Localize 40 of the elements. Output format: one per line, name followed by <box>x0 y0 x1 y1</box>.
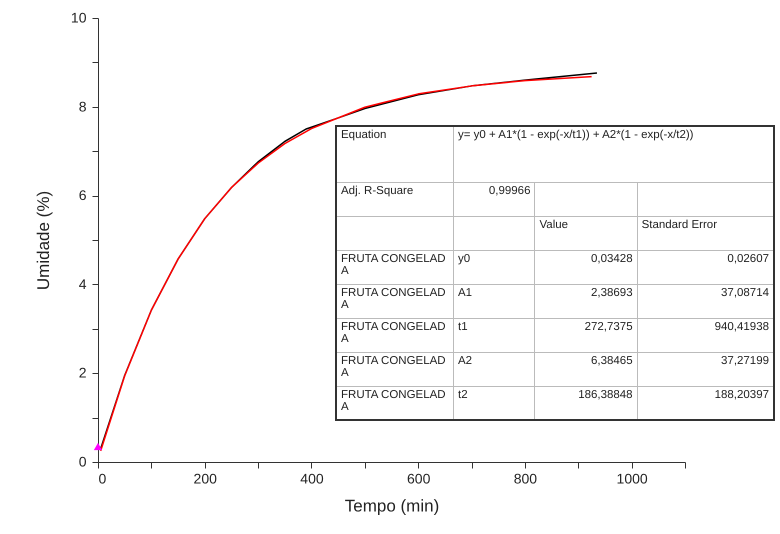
annotation: FRUTA CONGELADA <box>336 284 454 318</box>
text: 188,20397 <box>637 386 774 420</box>
annotation: 2,38693 <box>534 284 638 318</box>
annotation: FRUTA CONGELADA <box>336 250 454 284</box>
annotation: y0 <box>454 250 535 284</box>
annotation: A1 <box>454 284 535 318</box>
annotation: y= y0 + A1*(1 - exp(-x/t1)) + A2*(1 - exp(-x/t2)) <box>454 126 774 182</box>
annotation: 6,38465 <box>534 352 638 386</box>
annotation: 0,03428 <box>534 250 638 284</box>
annotation: 272,7375 <box>534 318 638 352</box>
x-tick-label: 200 <box>194 470 218 486</box>
y-tick-label: 10 <box>70 10 87 26</box>
text: 940,41938 <box>637 318 774 352</box>
annotation: FRUTA CONGELADA <box>336 352 454 386</box>
y-tick-label: 6 <box>78 187 87 204</box>
y-axis-title: Umidade (%) <box>34 190 53 290</box>
annotation: A2 <box>454 352 535 386</box>
annotation: Equation <box>336 126 454 182</box>
annotation: FRUTA CONGELADA <box>336 318 454 352</box>
annotation: Standard Error <box>637 216 774 250</box>
annotation: 0,99966 <box>454 182 535 216</box>
annotation: t1 <box>454 318 535 352</box>
annotation: 186,38848 <box>534 386 638 420</box>
text: 37,08714 <box>637 284 774 318</box>
annotation: Adj. R-Square <box>336 182 454 216</box>
y-tick-label: 2 <box>78 364 87 381</box>
y-tick-label: 4 <box>78 276 87 292</box>
annotation: Value <box>534 216 638 250</box>
y-tick-label: 8 <box>78 98 87 114</box>
x-tick-label: 800 <box>514 470 538 486</box>
x-tick-label: 600 <box>407 470 431 486</box>
annotation: t2 <box>454 386 535 420</box>
annotation: FRUTA CONGELADA <box>336 386 454 420</box>
x-tick-label: 400 <box>300 470 324 486</box>
text: 0,02607 <box>637 250 774 284</box>
x-tick-label: 1000 <box>616 470 648 486</box>
x-axis-title: Tempo (min) <box>344 496 440 516</box>
x-tick-label: 0 <box>98 470 106 486</box>
y-tick-label: 0 <box>78 454 87 470</box>
text: 37,27199 <box>637 352 774 386</box>
